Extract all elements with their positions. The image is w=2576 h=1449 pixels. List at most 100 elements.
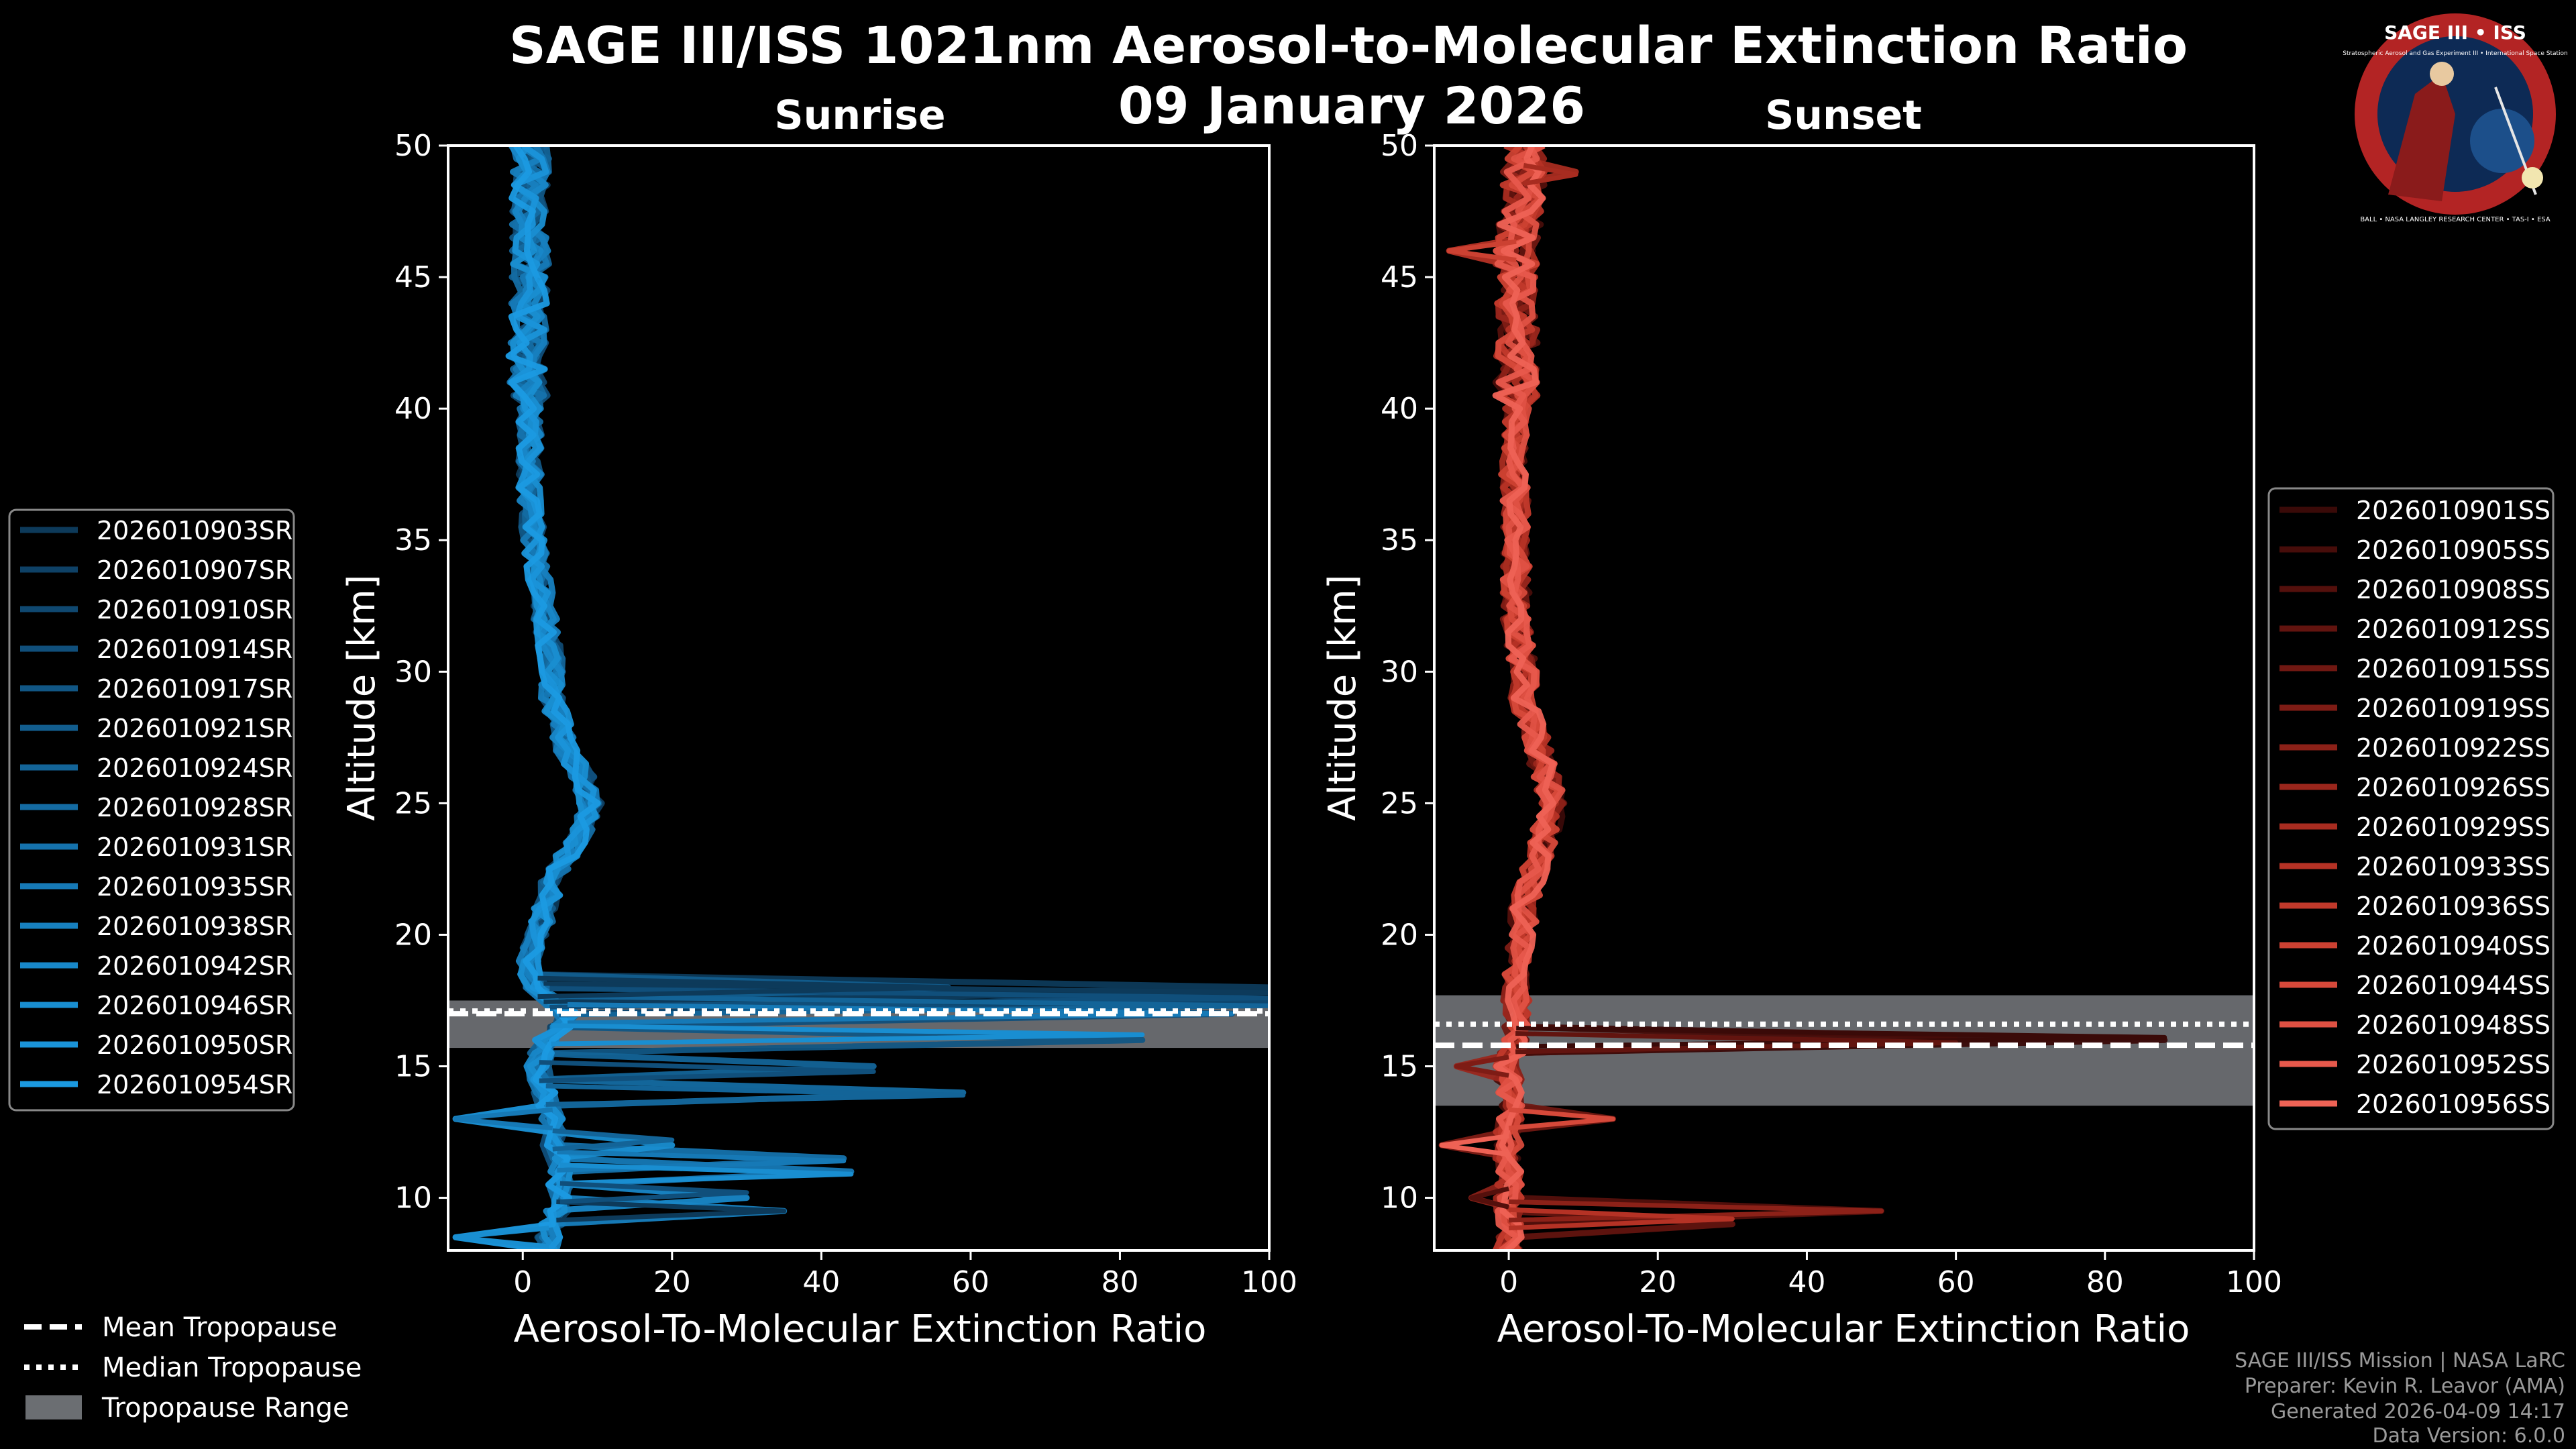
sunset-ytick-label: 45 bbox=[1381, 260, 1418, 294]
sunrise-legend-label: 2026010914SR bbox=[97, 635, 292, 664]
tropopause-legend: Mean Tropopause Median Tropopause Tropop… bbox=[24, 1312, 362, 1424]
sunrise-legend-label: 2026010907SR bbox=[97, 555, 292, 585]
sunset-xtick-label: 60 bbox=[1937, 1265, 1975, 1299]
sunset-spike-6 bbox=[1469, 1186, 1509, 1210]
sunrise-panel: Sunrise Aerosol-To-Molecular Extinction … bbox=[340, 92, 1297, 1351]
sunset-ytick-label: 40 bbox=[1381, 392, 1418, 426]
sunrise-ytick-label: 30 bbox=[394, 655, 432, 689]
sunset-plot-canvas bbox=[1434, 146, 2254, 1250]
sunset-legend-label: 2026010929SS bbox=[2356, 812, 2551, 842]
sunrise-ticks: 0 20 40 60 80 100 10 15 20 25 30 35 40 45 50 bbox=[394, 129, 1297, 1299]
sunrise-legend-label: 2026010950SR bbox=[97, 1030, 292, 1060]
sunset-spike-9 bbox=[1446, 239, 1517, 263]
logo-caption: Stratospheric Aerosol and Gas Experiment… bbox=[2343, 50, 2568, 57]
sunrise-spike-12 bbox=[552, 1128, 675, 1152]
logo-figure-icon bbox=[2388, 74, 2455, 201]
sunset-legend-label: 2026010915SS bbox=[2356, 654, 2551, 684]
sunrise-spike-6 bbox=[539, 1060, 876, 1083]
sunrise-legend-label: 2026010935SR bbox=[97, 872, 292, 902]
sunset-spike-3 bbox=[1508, 1207, 1735, 1231]
sunset-xtick-label: 20 bbox=[1639, 1265, 1676, 1299]
sunset-spike-8 bbox=[1523, 162, 1578, 186]
footer-line-preparer: Preparer: Kevin R. Leavor (AMA) bbox=[2245, 1375, 2565, 1398]
sunrise-legend-label: 2026010931SR bbox=[97, 833, 292, 862]
sunset-legend-label: 2026010956SS bbox=[2356, 1089, 2551, 1119]
sunset-legend-label: 2026010901SS bbox=[2356, 496, 2551, 525]
sunrise-spike-13 bbox=[453, 1107, 553, 1131]
median-tropopause-label: Median Tropopause bbox=[102, 1352, 362, 1383]
sunset-xlabel: Aerosol-To-Molecular Extinction Ratio bbox=[1497, 1307, 2190, 1351]
figure-title: SAGE III/ISS 1021nm Aerosol-to-Molecular… bbox=[509, 15, 2188, 75]
sunrise-ytick-label: 50 bbox=[394, 129, 432, 163]
sunrise-legend-box bbox=[8, 508, 295, 1112]
sunset-xtick-label: 0 bbox=[1499, 1265, 1518, 1299]
sunrise-spike-11 bbox=[559, 1181, 749, 1204]
sunrise-legend-label: 2026010954SR bbox=[97, 1070, 292, 1099]
footer-credits: SAGE III/ISS Mission | NASA LaRC Prepare… bbox=[2235, 1349, 2565, 1448]
sunrise-xlabel: Aerosol-To-Molecular Extinction Ratio bbox=[514, 1307, 1207, 1351]
sunrise-ytick-label: 40 bbox=[394, 392, 432, 426]
sunrise-xtick-label: 0 bbox=[513, 1265, 532, 1299]
sunrise-legend-label: 2026010917SR bbox=[97, 674, 292, 704]
sunset-legend-label: 2026010936SS bbox=[2356, 892, 2551, 921]
sunrise-legend-label: 2026010910SR bbox=[97, 595, 292, 625]
sunrise-legend-label: 2026010938SR bbox=[97, 912, 292, 941]
sunrise-legend: 2026010903SR 2026010907SR 2026010910SR 2026… bbox=[8, 508, 295, 1112]
sunrise-xtick-label: 80 bbox=[1101, 1265, 1138, 1299]
sunset-ytick-label: 15 bbox=[1381, 1050, 1418, 1084]
sunset-ytick-label: 35 bbox=[1381, 523, 1418, 557]
sunrise-spike-3 bbox=[567, 1002, 1234, 1026]
sunrise-legend-label: 2026010928SR bbox=[97, 793, 292, 822]
sunset-xtick-label: 100 bbox=[2226, 1265, 2282, 1299]
sunrise-ytick-label: 25 bbox=[394, 786, 432, 820]
sunset-ytick-label: 25 bbox=[1381, 786, 1418, 820]
sunset-legend-label: 2026010952SS bbox=[2356, 1050, 2551, 1079]
sunrise-xtick-label: 100 bbox=[1241, 1265, 1297, 1299]
footer-line-mission: SAGE III/ISS Mission | NASA LaRC bbox=[2235, 1349, 2565, 1373]
sunset-axes-frame bbox=[1433, 144, 2255, 1252]
sunrise-xtick-label: 40 bbox=[802, 1265, 840, 1299]
sunset-legend-box bbox=[2267, 487, 2555, 1130]
sunset-panel: Sunset Aerosol-To-Molecular Extinction R… bbox=[1321, 92, 2282, 1351]
logo-sun-icon bbox=[2522, 167, 2543, 189]
sunrise-legend-label: 2026010942SR bbox=[97, 951, 292, 981]
footer-line-version: Data Version: 6.0.0 bbox=[2373, 1424, 2565, 1448]
sunrise-ytick-label: 15 bbox=[394, 1050, 432, 1084]
sunset-legend-label: 2026010948SS bbox=[2356, 1010, 2551, 1040]
sunset-legend-label: 2026010944SS bbox=[2356, 971, 2551, 1000]
sunset-ylabel: Altitude [km] bbox=[1321, 574, 1364, 820]
sunrise-legend-label: 2026010903SR bbox=[97, 516, 292, 545]
sunset-ytick-label: 20 bbox=[1381, 918, 1418, 952]
sunrise-spike-10 bbox=[556, 1199, 787, 1223]
sunrise-xtick-label: 20 bbox=[653, 1265, 691, 1299]
sunset-spike-4 bbox=[1508, 1107, 1616, 1131]
sunrise-spike-5 bbox=[537, 975, 951, 1000]
sunset-legend-label: 2026010908SS bbox=[2356, 575, 2551, 604]
logo-name: SAGE III • ISS bbox=[2384, 21, 2526, 44]
logo-head-icon bbox=[2430, 62, 2454, 86]
sunset-legend: 2026010901SS 2026010905SS 2026010908SS 2026… bbox=[2267, 487, 2555, 1130]
sunrise-legend-label: 2026010924SR bbox=[97, 753, 292, 783]
sunrise-profile-2026010946SR bbox=[510, 146, 676, 1250]
sunset-legend-label: 2026010912SS bbox=[2356, 614, 2551, 644]
sunrise-spike-7 bbox=[545, 1083, 966, 1107]
sunset-spike-5 bbox=[1439, 1133, 1509, 1157]
sunrise-spike-9 bbox=[559, 1163, 854, 1186]
sunset-panel-title: Sunset bbox=[1765, 92, 1922, 139]
sunset-legend-label: 2026010933SS bbox=[2356, 852, 2551, 881]
sunrise-spike-14 bbox=[453, 1226, 549, 1249]
sunrise-legend-label: 2026010946SR bbox=[97, 991, 292, 1020]
sunset-profile-2026010956SS bbox=[1492, 146, 1556, 1250]
sunrise-ytick-label: 45 bbox=[394, 260, 432, 294]
sunset-legend-label: 2026010940SS bbox=[2356, 931, 2551, 961]
sunset-legend-label: 2026010926SS bbox=[2356, 773, 2551, 802]
sunrise-legend-label: 2026010921SR bbox=[97, 714, 292, 743]
sunrise-spike-4 bbox=[551, 1023, 1145, 1046]
sunrise-panel-title: Sunrise bbox=[774, 92, 945, 139]
tropopause-range-swatch bbox=[25, 1395, 82, 1419]
sunset-legend-label: 2026010905SS bbox=[2356, 535, 2551, 565]
sunset-ytick-label: 10 bbox=[1381, 1181, 1418, 1216]
footer-line-generated: Generated 2026-04-09 14:17 bbox=[2271, 1400, 2565, 1424]
sunrise-axes-frame bbox=[447, 144, 1271, 1252]
sunset-spike-7 bbox=[1454, 1055, 1509, 1078]
